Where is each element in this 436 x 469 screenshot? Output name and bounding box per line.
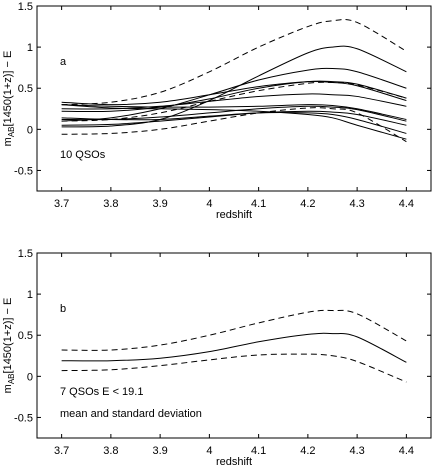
annotation-text: mean and standard deviation — [60, 408, 202, 420]
annotation-text: 10 QSOs — [60, 149, 106, 161]
y-tick-label: 1 — [27, 289, 33, 301]
solid-curve-0 — [61, 332, 407, 363]
x-tick-label: 3.8 — [103, 445, 118, 457]
panel-label: a — [60, 56, 67, 68]
x-tick-label: 4.1 — [251, 445, 266, 457]
x-axis-label: redshift — [216, 209, 252, 221]
series-group — [61, 309, 407, 383]
x-tick-label: 4.2 — [300, 445, 315, 457]
solid-curve-1 — [61, 67, 407, 122]
panel-b: 3.7 3.8 3.9 4 4.1 4.2 4.3 4.4 -0.5 0 0.5 1 1.5 redshi… — [2, 248, 432, 468]
solid-curve-9 — [61, 104, 407, 140]
x-tick-label: 3.7 — [54, 445, 69, 457]
x-tick-label: 3.9 — [152, 198, 167, 210]
solid-curve-5 — [61, 104, 407, 120]
x-tick-label: 4.1 — [251, 198, 266, 210]
y-tick-label: 0.5 — [18, 330, 33, 342]
plot-frame — [36, 5, 432, 192]
y-tick-label: 1 — [27, 42, 33, 54]
y-tick-label: -0.5 — [14, 412, 33, 424]
dashed-curve-10 — [61, 18, 407, 106]
x-tick-label: 4.4 — [399, 445, 414, 457]
x-tick-label: 3.8 — [103, 198, 118, 210]
solid-curve-0 — [61, 45, 407, 128]
y-tick-label: 1.5 — [18, 248, 33, 260]
x-tick-label: 4 — [206, 445, 212, 457]
solid-curve-6 — [61, 105, 407, 122]
dashed-curve-11 — [61, 81, 407, 122]
x-tick-label: 4.3 — [349, 198, 364, 210]
dashed-curve-1 — [61, 309, 407, 351]
panel-a: 3.7 3.8 3.9 4 4.1 4.2 4.3 4.4 -0.5 0 0.5 1 1.5 redshi… — [2, 1, 432, 221]
x-tick-label: 4.4 — [399, 198, 414, 210]
solid-curve-2 — [61, 80, 407, 113]
x-tick-label: 3.9 — [152, 445, 167, 457]
y-axis-label: mAB[1450(1+z)] − E — [2, 51, 16, 147]
solid-curve-8 — [61, 112, 407, 134]
plot-frame — [36, 252, 432, 439]
x-tick-label: 4.2 — [300, 198, 315, 210]
y-tick-label: 0.5 — [18, 83, 33, 95]
solid-curve-7 — [61, 110, 407, 126]
x-axis-label: redshift — [216, 456, 252, 468]
y-tick-label: -0.5 — [14, 165, 33, 177]
dashed-curve-12 — [61, 107, 407, 143]
x-tick-label: 4 — [206, 198, 212, 210]
series-group — [61, 18, 407, 143]
y-tick-label: 1.5 — [18, 1, 33, 13]
annotation-text: 7 QSOs E < 19.1 — [60, 386, 143, 398]
y-tick-label: 0 — [27, 124, 33, 136]
x-tick-label: 4.3 — [349, 445, 364, 457]
solid-curve-3 — [61, 80, 407, 106]
panel-label: b — [60, 303, 66, 315]
y-axis-label: mAB[1450(1+z)] − E — [2, 298, 16, 394]
dashed-curve-2 — [61, 353, 407, 383]
x-tick-label: 3.7 — [54, 198, 69, 210]
y-tick-label: 0 — [27, 371, 33, 383]
